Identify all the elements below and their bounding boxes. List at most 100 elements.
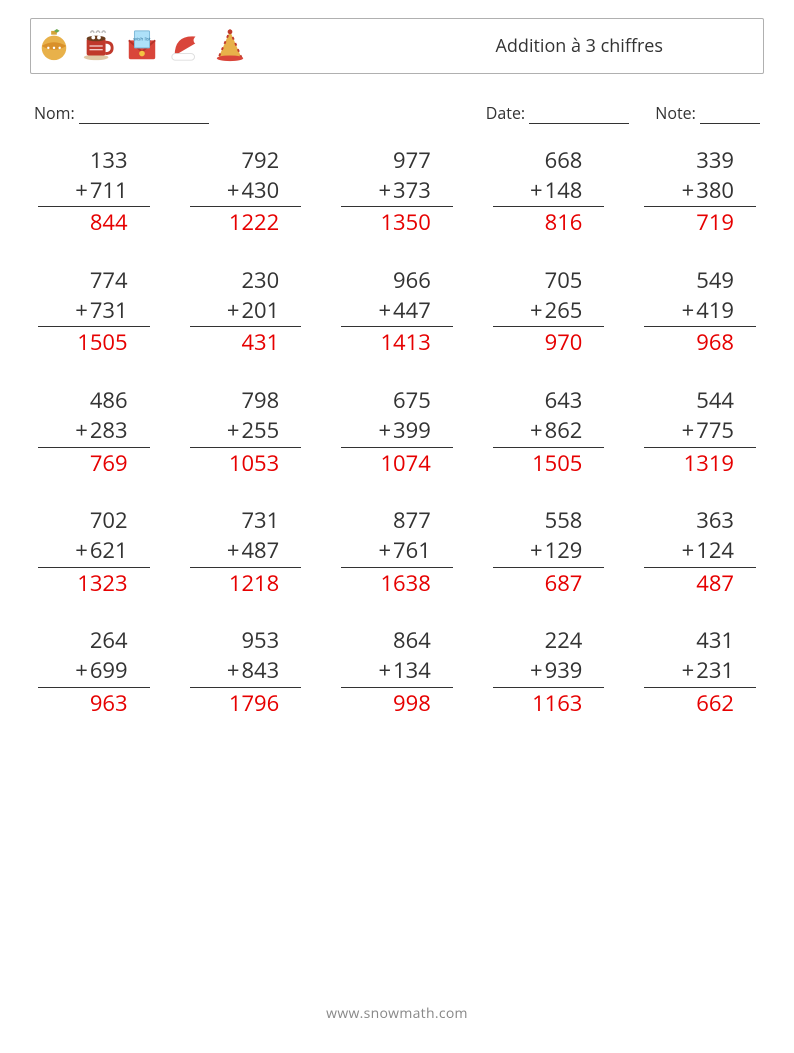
addend-top: 774 (38, 266, 150, 296)
problem: 668+148816 (493, 146, 605, 238)
addend-top: 668 (493, 146, 605, 176)
answer: 1163 (493, 689, 605, 719)
problem: 558+129687 (493, 506, 605, 598)
addend-top: 230 (190, 266, 302, 296)
answer: 963 (38, 689, 150, 719)
addend-bottom: +621 (38, 536, 150, 568)
addend-bottom: +939 (493, 656, 605, 688)
answer: 769 (38, 449, 150, 479)
worksheet-title: Addition à 3 chiffres (496, 34, 753, 58)
problem: 675+3991074 (341, 386, 453, 478)
operator: + (530, 415, 543, 445)
operator: + (75, 535, 88, 565)
operator: + (227, 535, 240, 565)
addend-top: 966 (341, 266, 453, 296)
problem: 877+7611638 (341, 506, 453, 598)
answer: 487 (644, 569, 756, 599)
addend-bottom: +373 (341, 176, 453, 208)
answer: 719 (644, 208, 756, 238)
problem: 544+7751319 (644, 386, 756, 478)
problem: 133+711844 (38, 146, 150, 238)
addend-top: 953 (190, 626, 302, 656)
problem: 966+4471413 (341, 266, 453, 358)
date-blank[interactable] (529, 105, 629, 124)
operator: + (227, 655, 240, 685)
operator: + (682, 535, 695, 565)
addend-top: 864 (341, 626, 453, 656)
info-row: Nom: Date: Note: (34, 102, 760, 124)
answer: 1505 (38, 328, 150, 358)
addend-top: 705 (493, 266, 605, 296)
problem: 798+2551053 (190, 386, 302, 478)
operator: + (682, 295, 695, 325)
addend-bottom: +124 (644, 536, 756, 568)
name-blank[interactable] (79, 105, 209, 124)
problem: 953+8431796 (190, 626, 302, 718)
problem: 363+124487 (644, 506, 756, 598)
cocoa-mug-icon (81, 29, 115, 63)
note-field: Note: (655, 102, 760, 124)
operator: + (378, 295, 391, 325)
problem: 705+265970 (493, 266, 605, 358)
addend-bottom: +148 (493, 176, 605, 208)
problem: 731+4871218 (190, 506, 302, 598)
addend-bottom: +699 (38, 656, 150, 688)
addend-bottom: +380 (644, 176, 756, 208)
addend-bottom: +255 (190, 416, 302, 448)
answer: 844 (38, 208, 150, 238)
answer: 1218 (190, 569, 302, 599)
footer-url: www.snowmath.com (0, 1004, 794, 1023)
answer: 1413 (341, 328, 453, 358)
addend-bottom: +399 (341, 416, 453, 448)
operator: + (378, 535, 391, 565)
answer: 1796 (190, 689, 302, 719)
answer: 1222 (190, 208, 302, 238)
addend-top: 643 (493, 386, 605, 416)
addend-top: 702 (38, 506, 150, 536)
addend-bottom: +419 (644, 296, 756, 328)
answer: 998 (341, 689, 453, 719)
addend-bottom: +843 (190, 656, 302, 688)
problem: 224+9391163 (493, 626, 605, 718)
svg-text:wish list: wish list (133, 36, 151, 42)
addend-top: 877 (341, 506, 453, 536)
name-label: Nom: (34, 102, 75, 124)
operator: + (682, 655, 695, 685)
operator: + (227, 415, 240, 445)
addend-bottom: +775 (644, 416, 756, 448)
ornament-icon (37, 29, 71, 63)
addend-bottom: +265 (493, 296, 605, 328)
addend-bottom: +283 (38, 416, 150, 448)
striped-hat-icon (213, 29, 247, 63)
operator: + (75, 295, 88, 325)
addend-bottom: +711 (38, 176, 150, 208)
date-label: Date: (486, 102, 525, 124)
operator: + (378, 175, 391, 205)
problem: 792+4301222 (190, 146, 302, 238)
header-bar: wish list Addition à 3 chiffres (30, 18, 764, 74)
operator: + (682, 415, 695, 445)
operator: + (530, 295, 543, 325)
addend-top: 792 (190, 146, 302, 176)
answer: 431 (190, 328, 302, 358)
addend-bottom: +487 (190, 536, 302, 568)
problem: 339+380719 (644, 146, 756, 238)
worksheet-page: wish list Addition à 3 chiffres Nom: (0, 0, 794, 1053)
answer: 970 (493, 328, 605, 358)
operator: + (378, 415, 391, 445)
answer: 1505 (493, 449, 605, 479)
problem: 264+699963 (38, 626, 150, 718)
problem: 774+7311505 (38, 266, 150, 358)
problem: 549+419968 (644, 266, 756, 358)
note-label: Note: (655, 102, 696, 124)
addend-bottom: +134 (341, 656, 453, 688)
answer: 1638 (341, 569, 453, 599)
operator: + (227, 295, 240, 325)
festive-icon-strip: wish list (37, 29, 247, 63)
note-blank[interactable] (700, 105, 760, 124)
operator: + (227, 175, 240, 205)
problem: 643+8621505 (493, 386, 605, 478)
problem: 702+6211323 (38, 506, 150, 598)
problem: 977+3731350 (341, 146, 453, 238)
operator: + (682, 175, 695, 205)
